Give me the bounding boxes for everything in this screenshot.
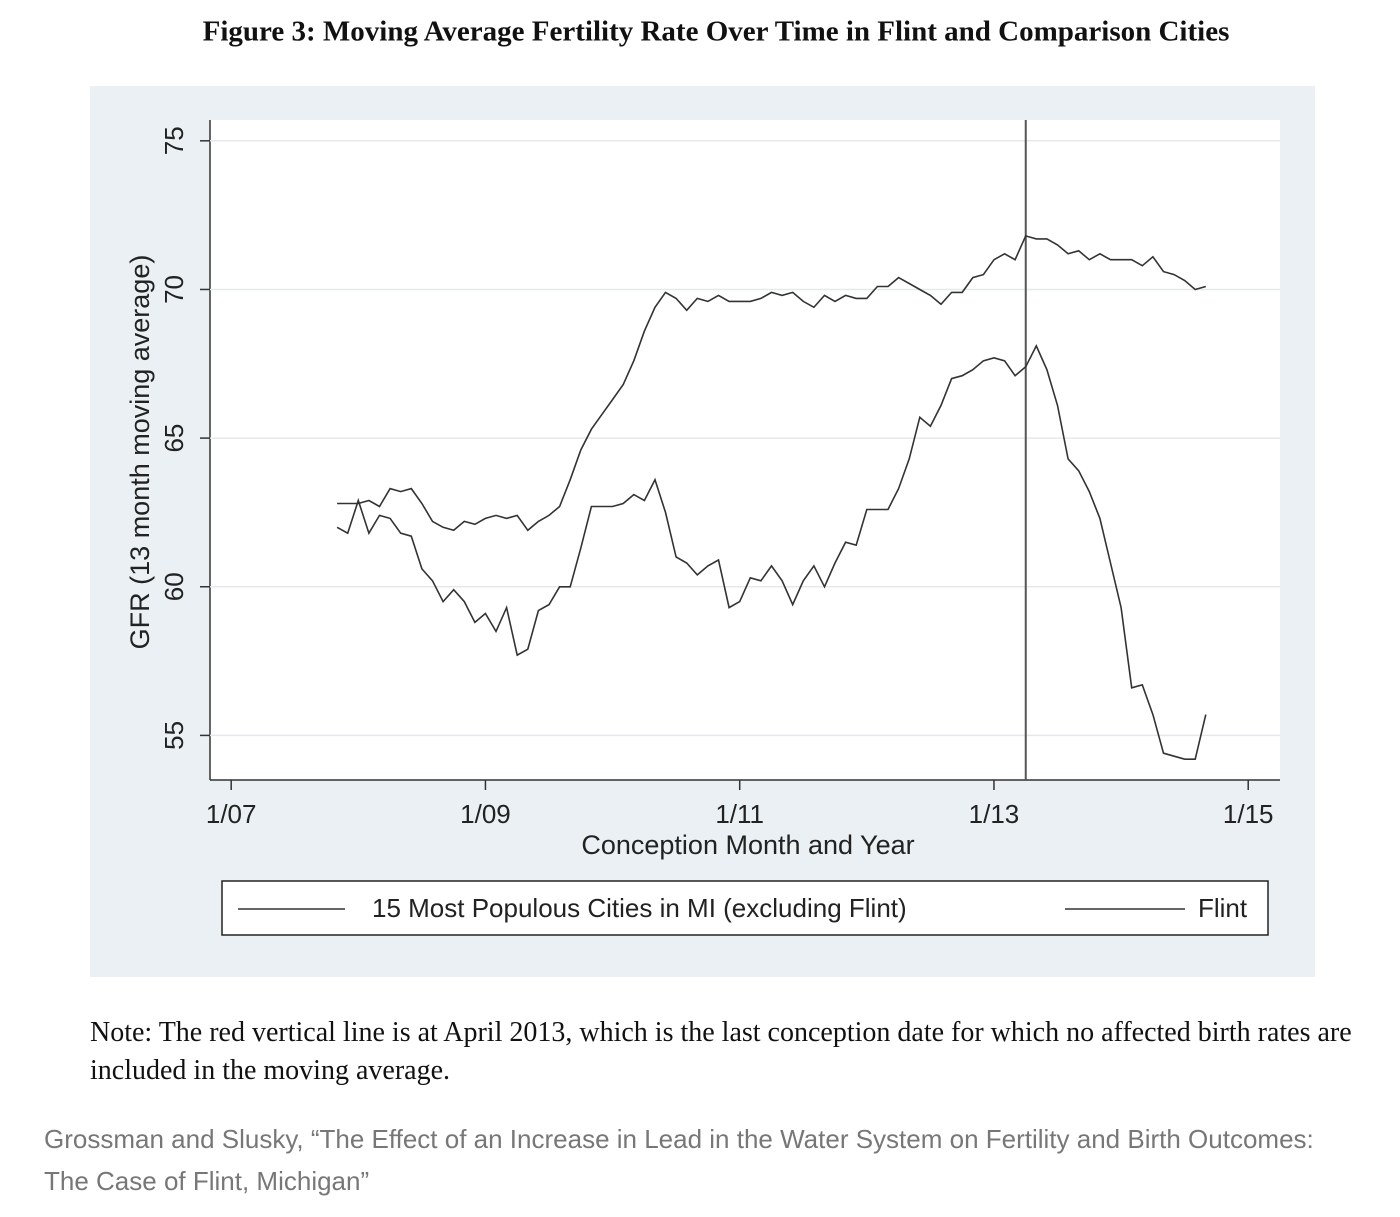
x-axis-title: Conception Month and Year: [581, 830, 914, 860]
x-tick-label: 1/13: [969, 799, 1020, 829]
legend-label: Flint: [1198, 893, 1248, 923]
y-tick-label: 55: [159, 721, 189, 750]
legend-label: 15 Most Populous Cities in MI (excluding…: [372, 893, 907, 923]
chart-title: Figure 3: Moving Average Fertility Rate …: [203, 16, 1230, 48]
y-tick-label: 75: [159, 126, 189, 155]
x-tick-label: 1/09: [460, 799, 511, 829]
x-tick-label: 1/07: [206, 799, 257, 829]
y-tick-label: 60: [159, 572, 189, 601]
line-series: [336, 344, 1207, 760]
plot-area: [210, 120, 1280, 780]
source: Grossman and Slusky, “The Effect of an I…: [44, 1124, 1314, 1196]
note: Note: The red vertical line is at April …: [90, 1017, 1352, 1086]
y-axis-title: GFR (13 month moving average): [125, 255, 155, 650]
legend-box: [221, 880, 1269, 936]
x-tick-label: 1/11: [715, 799, 764, 829]
y-tick-label: 65: [159, 424, 189, 453]
line-series: [337, 234, 1207, 532]
chart: Figure 3: Moving Average Fertility Rate …: [90, 16, 1315, 977]
x-tick-label: 1/15: [1223, 799, 1274, 829]
y-tick-label: 70: [159, 275, 189, 304]
